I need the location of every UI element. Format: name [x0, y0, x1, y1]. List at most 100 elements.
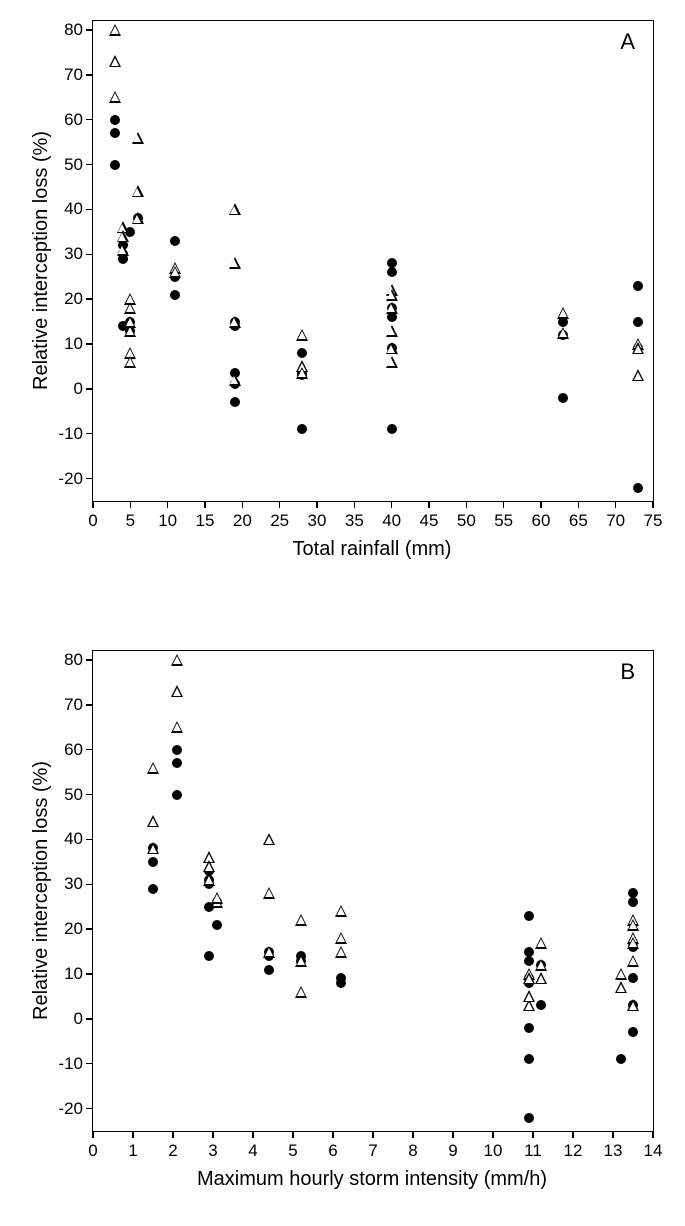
- x-tick: [212, 1131, 214, 1138]
- y-tick-label: 20: [64, 289, 83, 309]
- marker-triangle: [229, 374, 241, 386]
- marker-triangle: [124, 316, 136, 328]
- marker-triangle: [296, 367, 308, 379]
- marker-triangle: [263, 887, 275, 899]
- marker-circle: [524, 956, 534, 966]
- y-tick: [86, 298, 93, 300]
- y-tick-label: 60: [64, 740, 83, 760]
- x-tick: [652, 501, 654, 508]
- marker-circle: [524, 911, 534, 921]
- marker-triangle: [557, 327, 569, 339]
- x-tick-label: 3: [208, 1141, 217, 1161]
- x-tick-label: 7: [368, 1141, 377, 1161]
- x-axis-label-b: Maximum hourly storm intensity (mm/h): [197, 1168, 547, 1191]
- marker-circle: [110, 128, 120, 138]
- x-tick: [242, 501, 244, 508]
- marker-triangle: [632, 369, 644, 381]
- x-tick-label: 30: [308, 511, 327, 531]
- marker-circle: [633, 483, 643, 493]
- marker-triangle: [147, 762, 159, 774]
- marker-triangle: [627, 919, 639, 931]
- x-tick: [354, 501, 356, 508]
- x-tick-label: 0: [88, 1141, 97, 1161]
- marker-circle: [536, 1000, 546, 1010]
- y-tick-label: 30: [64, 874, 83, 894]
- y-tick: [86, 74, 93, 76]
- marker-circle: [633, 317, 643, 327]
- marker-triangle: [263, 946, 275, 958]
- marker-triangle: [203, 874, 215, 886]
- marker-triangle: [211, 892, 223, 904]
- marker-triangle: [147, 842, 159, 854]
- x-tick: [391, 501, 393, 508]
- marker-triangle: [386, 356, 398, 368]
- x-tick: [172, 1131, 174, 1138]
- y-tick-label: 70: [64, 695, 83, 715]
- marker-triangle: [132, 212, 144, 224]
- y-tick: [86, 839, 93, 841]
- x-tick-label: 9: [448, 1141, 457, 1161]
- marker-triangle: [335, 905, 347, 917]
- y-tick-label: 40: [64, 829, 83, 849]
- y-tick-label: 80: [64, 650, 83, 670]
- marker-triangle: [335, 946, 347, 958]
- x-tick-label: 13: [604, 1141, 623, 1161]
- x-tick: [492, 1131, 494, 1138]
- marker-triangle: [386, 342, 398, 354]
- y-tick: [86, 343, 93, 345]
- marker-triangle: [627, 955, 639, 967]
- marker-triangle: [295, 955, 307, 967]
- y-axis-label-a: Relative interception loss (%): [30, 131, 53, 390]
- marker-circle: [297, 424, 307, 434]
- marker-triangle: [335, 932, 347, 944]
- marker-triangle: [615, 968, 627, 980]
- marker-triangle: [124, 293, 136, 305]
- x-tick: [452, 1131, 454, 1138]
- y-tick-label: 70: [64, 65, 83, 85]
- x-tick: [615, 501, 617, 508]
- marker-triangle: [132, 132, 144, 144]
- marker-triangle: [117, 230, 129, 242]
- x-tick: [279, 501, 281, 508]
- y-tick-label: -10: [58, 1054, 83, 1074]
- y-tick: [86, 1018, 93, 1020]
- marker-triangle: [132, 185, 144, 197]
- marker-triangle: [386, 302, 398, 314]
- marker-circle: [628, 897, 638, 907]
- x-tick: [92, 501, 94, 508]
- marker-triangle: [386, 325, 398, 337]
- marker-triangle: [632, 342, 644, 354]
- marker-triangle: [523, 972, 535, 984]
- y-tick: [86, 209, 93, 211]
- marker-circle: [110, 115, 120, 125]
- marker-triangle: [263, 833, 275, 845]
- marker-circle: [387, 267, 397, 277]
- marker-circle: [170, 290, 180, 300]
- x-tick: [252, 1131, 254, 1138]
- y-tick-label: -20: [58, 1099, 83, 1119]
- y-tick-label: 50: [64, 785, 83, 805]
- marker-circle: [230, 397, 240, 407]
- x-tick-label: 5: [126, 511, 135, 531]
- x-tick: [503, 501, 505, 508]
- x-tick-label: 1: [128, 1141, 137, 1161]
- x-tick: [204, 501, 206, 508]
- marker-circle: [172, 745, 182, 755]
- marker-triangle: [124, 356, 136, 368]
- x-tick-label: 2: [168, 1141, 177, 1161]
- y-tick: [86, 1063, 93, 1065]
- x-tick: [540, 501, 542, 508]
- marker-circle: [148, 857, 158, 867]
- x-tick: [372, 1131, 374, 1138]
- y-tick-label: -10: [58, 424, 83, 444]
- x-tick-label: 10: [484, 1141, 503, 1161]
- y-tick: [86, 973, 93, 975]
- x-tick: [167, 501, 169, 508]
- marker-triangle: [535, 972, 547, 984]
- x-tick: [578, 501, 580, 508]
- marker-circle: [387, 424, 397, 434]
- x-tick-label: 12: [564, 1141, 583, 1161]
- marker-triangle: [109, 91, 121, 103]
- marker-circle: [148, 884, 158, 894]
- y-tick: [86, 928, 93, 930]
